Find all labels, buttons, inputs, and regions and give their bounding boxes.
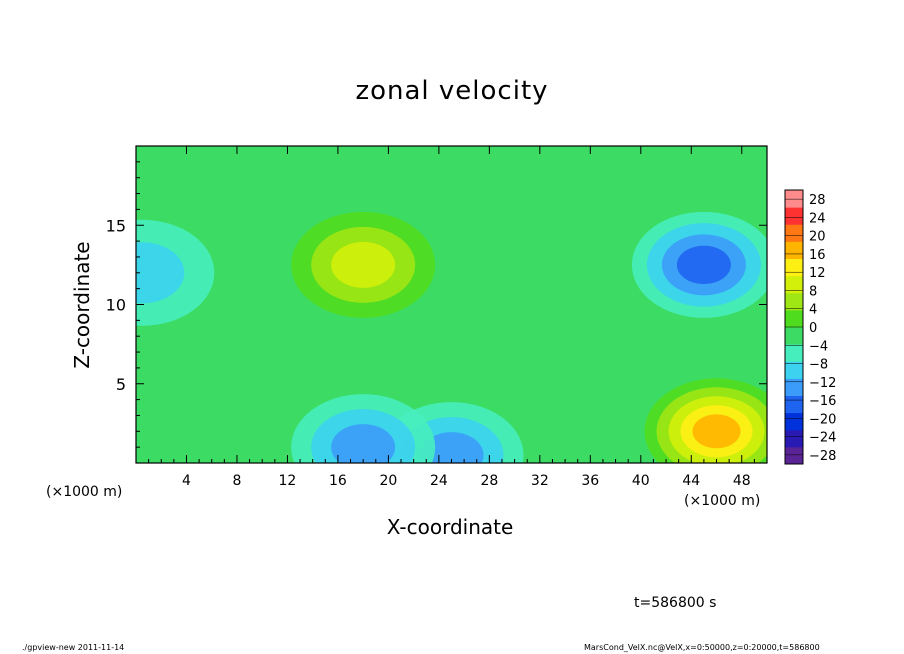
colorbar-segment: [785, 327, 803, 345]
velocity-field: [136, 146, 767, 463]
colorbar-label: −4: [809, 339, 828, 354]
colorbar-segment: [785, 378, 803, 396]
field-contour-1-5: [692, 414, 741, 449]
x-tick-label: 4: [182, 473, 191, 489]
colorbar-label: 20: [809, 230, 826, 245]
colorbar-segment: [785, 429, 803, 448]
colorbar-segment: [785, 224, 803, 242]
colorbar-segment: [785, 446, 803, 465]
colorbar-label: 28: [809, 193, 826, 208]
field-contour-2-4: [676, 245, 731, 285]
chart-title: zonal velocity: [355, 76, 549, 106]
colorbar-segment: [785, 258, 803, 277]
field-contour-4-3: [331, 424, 396, 463]
colorbar-label: 12: [809, 266, 826, 281]
y-tick-label: 5: [116, 375, 126, 394]
x-tick-label: 24: [430, 473, 448, 489]
x-unit-label-left: (×1000 m): [46, 484, 123, 500]
x-tick-label: 48: [733, 473, 751, 489]
x-unit-label-right: (×1000 m): [684, 493, 761, 509]
colorbar-segment: [785, 190, 803, 208]
x-tick-label: 32: [531, 473, 549, 489]
colorbar-label: −16: [809, 394, 836, 409]
colorbar-segment: [785, 412, 803, 431]
colorbar-segment: [785, 241, 803, 259]
x-axis-label: X-coordinate: [386, 515, 514, 539]
colorbar-label: 16: [809, 248, 826, 263]
field-contour-5-2: [136, 242, 185, 304]
x-tick-label: 40: [632, 473, 650, 489]
x-tick-label: 28: [480, 473, 498, 489]
field-contour-3-3: [419, 432, 484, 463]
colorbar-label: 24: [809, 211, 826, 226]
colorbar-label: −28: [809, 449, 836, 464]
x-tick-label: 8: [232, 473, 241, 489]
colorbar-label: 8: [809, 284, 817, 299]
footer-left: ./gpview-new 2011-11-14: [22, 643, 125, 652]
colorbar-label: 4: [809, 303, 817, 318]
colorbar-segment: [785, 292, 803, 311]
colorbar-segment: [785, 207, 803, 225]
colorbar-segment: [785, 309, 803, 328]
field-contour-0-3: [331, 241, 396, 288]
colorbar-label: −24: [809, 431, 836, 446]
y-tick-label: 10: [106, 296, 126, 315]
colorbar-label: −20: [809, 412, 836, 427]
x-tick-label: 36: [581, 473, 599, 489]
colorbar: 28 24 20 16 12 8 4 0 −4 −8 −12 −16 −20 −24 −28: [784, 189, 836, 465]
colorbar-label: −12: [809, 376, 836, 391]
colorbar-label: −8: [809, 358, 828, 373]
time-label: t=586800 s: [634, 595, 717, 611]
x-tick-label: 44: [682, 473, 700, 489]
x-tick-label: 12: [279, 473, 297, 489]
colorbar-label: 0: [809, 321, 817, 336]
y-tick-label: 15: [106, 216, 126, 235]
footer-right: MarsCond_VelX.nc@VelX,x=0:50000,z=0:2000…: [584, 643, 820, 652]
colorbar-segment: [785, 275, 803, 294]
colorbar-segment: [785, 344, 803, 362]
colorbar-segment: [785, 395, 803, 414]
x-tick-label: 16: [329, 473, 347, 489]
y-axis-label: Z-coordinate: [70, 241, 94, 369]
x-tick-label: 20: [379, 473, 397, 489]
colorbar-segment: [785, 361, 803, 379]
